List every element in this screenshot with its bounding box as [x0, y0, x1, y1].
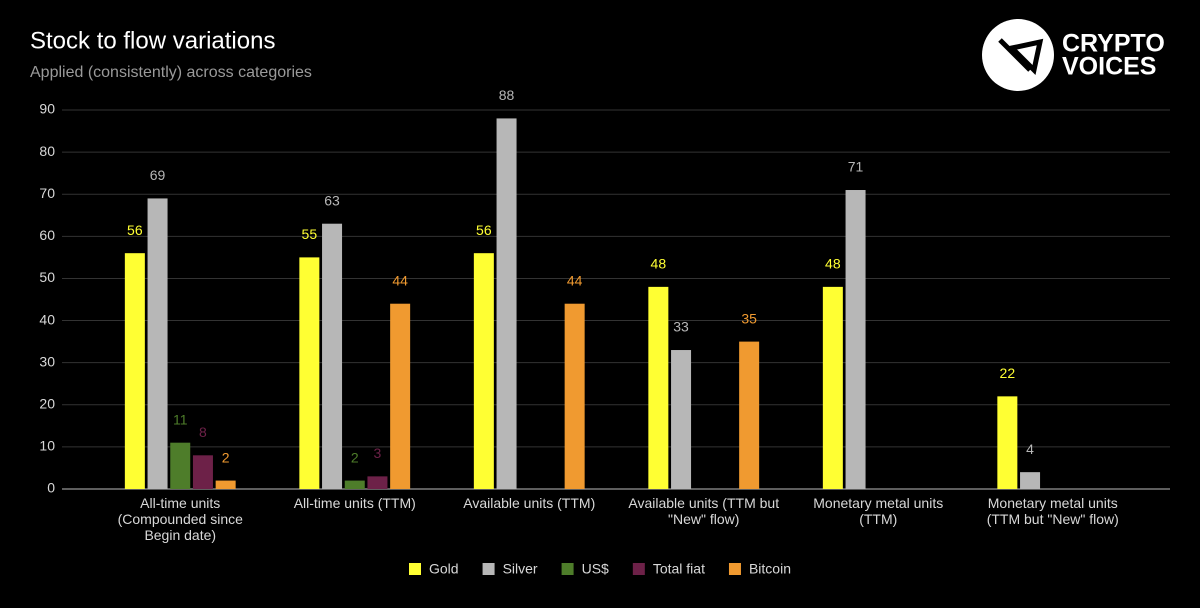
logo-icon	[998, 38, 1044, 76]
bar	[367, 476, 388, 489]
legend-label: Gold	[429, 561, 459, 577]
bar	[170, 442, 191, 489]
data-label: 55	[302, 226, 318, 242]
data-label: 69	[150, 167, 166, 183]
legend-marker	[728, 563, 741, 575]
y-tick-label: 0	[47, 480, 55, 496]
bar	[473, 253, 494, 489]
bar	[124, 253, 145, 489]
bar	[344, 480, 365, 489]
data-label: 35	[741, 310, 757, 326]
y-tick-label: 70	[39, 185, 55, 201]
y-tick-label: 60	[39, 227, 55, 243]
y-tick-label: 20	[39, 395, 55, 411]
data-label: 4	[1026, 441, 1034, 457]
bar	[564, 303, 585, 489]
logo-text: VOICES	[1062, 53, 1156, 81]
y-tick-label: 90	[39, 101, 55, 117]
bar	[322, 223, 343, 489]
data-label: 56	[127, 222, 143, 238]
bar	[299, 257, 320, 489]
bar	[845, 190, 866, 489]
data-label: 33	[673, 319, 689, 335]
y-tick-label: 40	[39, 311, 55, 327]
data-label: 3	[374, 445, 382, 461]
y-tick-label: 30	[39, 353, 55, 369]
bar	[739, 341, 760, 489]
chart-subtitle: Applied (consistently) across categories	[30, 64, 312, 81]
bar	[997, 396, 1018, 489]
bar	[671, 350, 692, 489]
data-label: 11	[173, 411, 188, 427]
data-label: 44	[392, 272, 408, 288]
chart-title: Stock to flow variations	[30, 27, 275, 54]
data-label: 22	[1000, 365, 1016, 381]
legend-marker	[561, 563, 574, 575]
legend-marker	[632, 563, 645, 575]
data-label: 2	[351, 449, 359, 465]
bar	[147, 198, 168, 489]
data-label: 56	[476, 222, 492, 238]
x-tick-label: All-time units (TTM)	[293, 495, 416, 511]
data-label: 2	[222, 449, 230, 465]
x-tick-label: Available units (TTM but "New" flow)	[628, 495, 780, 527]
bar	[648, 286, 669, 489]
legend-label: Bitcoin	[749, 561, 791, 577]
legend-label: US$	[582, 561, 609, 577]
data-label: 44	[567, 272, 583, 288]
bar	[390, 303, 411, 489]
data-label: 71	[848, 159, 864, 175]
data-label: 8	[199, 424, 207, 440]
legend-label: Total fiat	[653, 561, 705, 577]
x-tick-label: Monetary metal units (TTM but "New" flow…	[986, 495, 1119, 527]
bar	[1020, 472, 1041, 489]
y-tick-label: 80	[39, 143, 55, 159]
logo-text: CRYPTO	[1062, 30, 1165, 58]
data-label: 48	[651, 256, 667, 272]
bar	[822, 286, 843, 489]
legend-marker	[482, 563, 495, 575]
x-tick-label: All-time units (Compounded since Begin d…	[117, 495, 243, 543]
bar	[215, 480, 236, 489]
data-label: 63	[324, 192, 340, 208]
legend-marker	[409, 563, 421, 575]
x-tick-label: Monetary metal units (TTM)	[813, 495, 944, 527]
bar	[192, 455, 213, 489]
y-tick-label: 50	[39, 269, 55, 285]
data-label: 48	[825, 256, 841, 272]
x-tick-label: Available units (TTM)	[463, 495, 596, 511]
bar	[496, 118, 517, 489]
legend-label: Silver	[503, 561, 538, 577]
y-tick-label: 10	[39, 438, 55, 454]
data-label: 88	[499, 87, 515, 103]
